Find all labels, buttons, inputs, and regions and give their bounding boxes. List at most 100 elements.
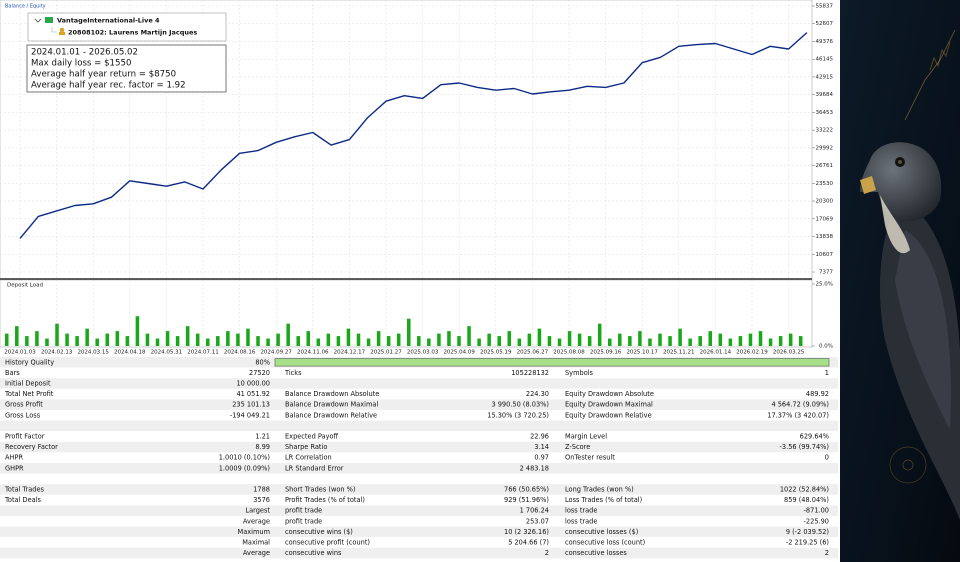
row-value: 1022 (52.84%) (780, 486, 829, 494)
y-tick-label: 52607 (816, 21, 834, 27)
row-label: profit trade (285, 517, 322, 525)
row-label: LR Standard Error (285, 464, 344, 472)
row-label: Short Trades (won %) (285, 486, 356, 494)
deposit-bar (798, 336, 803, 346)
deposit-bar (718, 333, 723, 346)
x-tick-label: 2024.05.31 (151, 350, 183, 356)
y-tick-label: 46145 (816, 57, 834, 63)
row-label: Loss Trades (% of total) (565, 496, 642, 504)
row-label: Z-Score (565, 443, 590, 451)
row-value: 2 (825, 549, 829, 557)
report-row (0, 526, 838, 538)
report-row (0, 484, 838, 495)
report-row (0, 388, 838, 400)
deposit-bar (195, 333, 200, 346)
y-tick-label: 29992 (816, 145, 834, 151)
y-tick-label: 49376 (816, 39, 834, 45)
row-label: Equity Drawdown Relative (565, 411, 652, 419)
deposit-bar (206, 338, 210, 346)
deposit-bar (457, 336, 461, 346)
row-label: Largest (245, 507, 270, 515)
row-value: 224.30 (526, 390, 549, 398)
deposit-bar (738, 336, 743, 346)
row-label: Average (243, 549, 270, 557)
x-tick-label: 2025.05.19 (480, 350, 512, 356)
deposit-bar (366, 338, 371, 346)
row-value: 1.21 (255, 433, 270, 441)
row-label: Profit Factor (5, 433, 45, 441)
row-value: 253.07 (526, 517, 549, 525)
deposit-bar (316, 338, 321, 346)
row-value: 41 051.92 (236, 390, 270, 398)
row-value: -225.90 (804, 517, 829, 525)
row-value: -194 049.21 (230, 411, 270, 419)
deposit-bar (527, 333, 532, 346)
y-tick-label: 26761 (816, 163, 834, 169)
row-value: 2 483.18 (520, 464, 549, 472)
x-tick-label: 2026.03.25 (773, 350, 805, 356)
row-value: 17.37% (3 420.07) (767, 411, 829, 419)
row-value: 10 (2 326.16) (504, 528, 549, 536)
row-value: 1.0010 (0.10%) (219, 454, 270, 462)
x-tick-label: 2025.11.21 (663, 350, 695, 356)
deposit-bar (758, 331, 763, 346)
row-value: 8.99 (255, 443, 270, 451)
deposit-bar (25, 336, 29, 346)
deposit-bar (567, 331, 572, 346)
row-value: 22.96 (530, 433, 549, 441)
deposit-bar (487, 333, 491, 346)
deposit-bar (95, 338, 99, 346)
account-box: VantageInternational-Live 4 20808102: La… (27, 12, 227, 42)
row-value: 859 (48.04%) (784, 496, 829, 504)
report-table: History Quality 80% Bars 27520 Ticks 10522813… (0, 357, 838, 559)
row-label: Ticks (284, 369, 302, 377)
row-value: -871.00 (804, 507, 829, 515)
row-label: Sharpe Ratio (285, 443, 327, 451)
report-row (0, 463, 838, 474)
deposit-bar (276, 333, 280, 346)
deposit-bar (778, 336, 783, 346)
balance-line (19, 32, 808, 239)
row-label: consecutive wins ($) (285, 528, 353, 536)
deposit-bar (628, 336, 632, 346)
x-tick-label: 2024.07.11 (187, 350, 219, 356)
x-tick-label: 2024.03.15 (77, 350, 109, 356)
report-row (0, 547, 838, 559)
report-row (0, 410, 838, 421)
row-label: GHPR (5, 464, 24, 472)
row-value: 0 (825, 454, 829, 462)
deposit-bar (668, 336, 672, 346)
deposit-label: Deposit Load (7, 283, 43, 289)
deposit-bar (427, 338, 431, 346)
row-label: Average (243, 517, 270, 525)
x-tick-label: 2024.04.18 (114, 350, 146, 356)
row-value: 5 204.66 (7) (508, 539, 549, 547)
row-value: 3.14 (534, 443, 549, 451)
deposit-bar (286, 323, 290, 346)
y-tick-label: 7377 (819, 270, 833, 276)
deposit-bar (648, 338, 652, 346)
deposit-bar (788, 333, 793, 346)
deposit-bar (437, 333, 441, 346)
row-value: 1788 (253, 486, 270, 494)
deposit-bar (346, 328, 351, 346)
y-tick-label: 23530 (816, 181, 834, 187)
info-line: Max daily loss = $1550 (31, 59, 131, 69)
report-row (0, 452, 838, 463)
row-value: 3576 (253, 496, 270, 504)
deposit-bar (396, 333, 401, 346)
x-tick-label: 2024.01.03 (4, 350, 36, 356)
row-value: -2 219.25 (6) (786, 539, 829, 547)
row-label: profit trade (285, 507, 322, 515)
report-row (0, 367, 838, 379)
x-tick-label: 2025.10.17 (626, 350, 658, 356)
row-label: consecutive losses ($) (565, 528, 638, 536)
y-tick-label: 33222 (816, 128, 834, 134)
deposit-bar (638, 331, 642, 346)
report-row (0, 537, 838, 548)
row-value: 766 (50.65%) (504, 486, 549, 494)
deposit-bar (55, 323, 59, 346)
row-value: 2 (545, 549, 549, 557)
deposit-bar (45, 338, 49, 346)
